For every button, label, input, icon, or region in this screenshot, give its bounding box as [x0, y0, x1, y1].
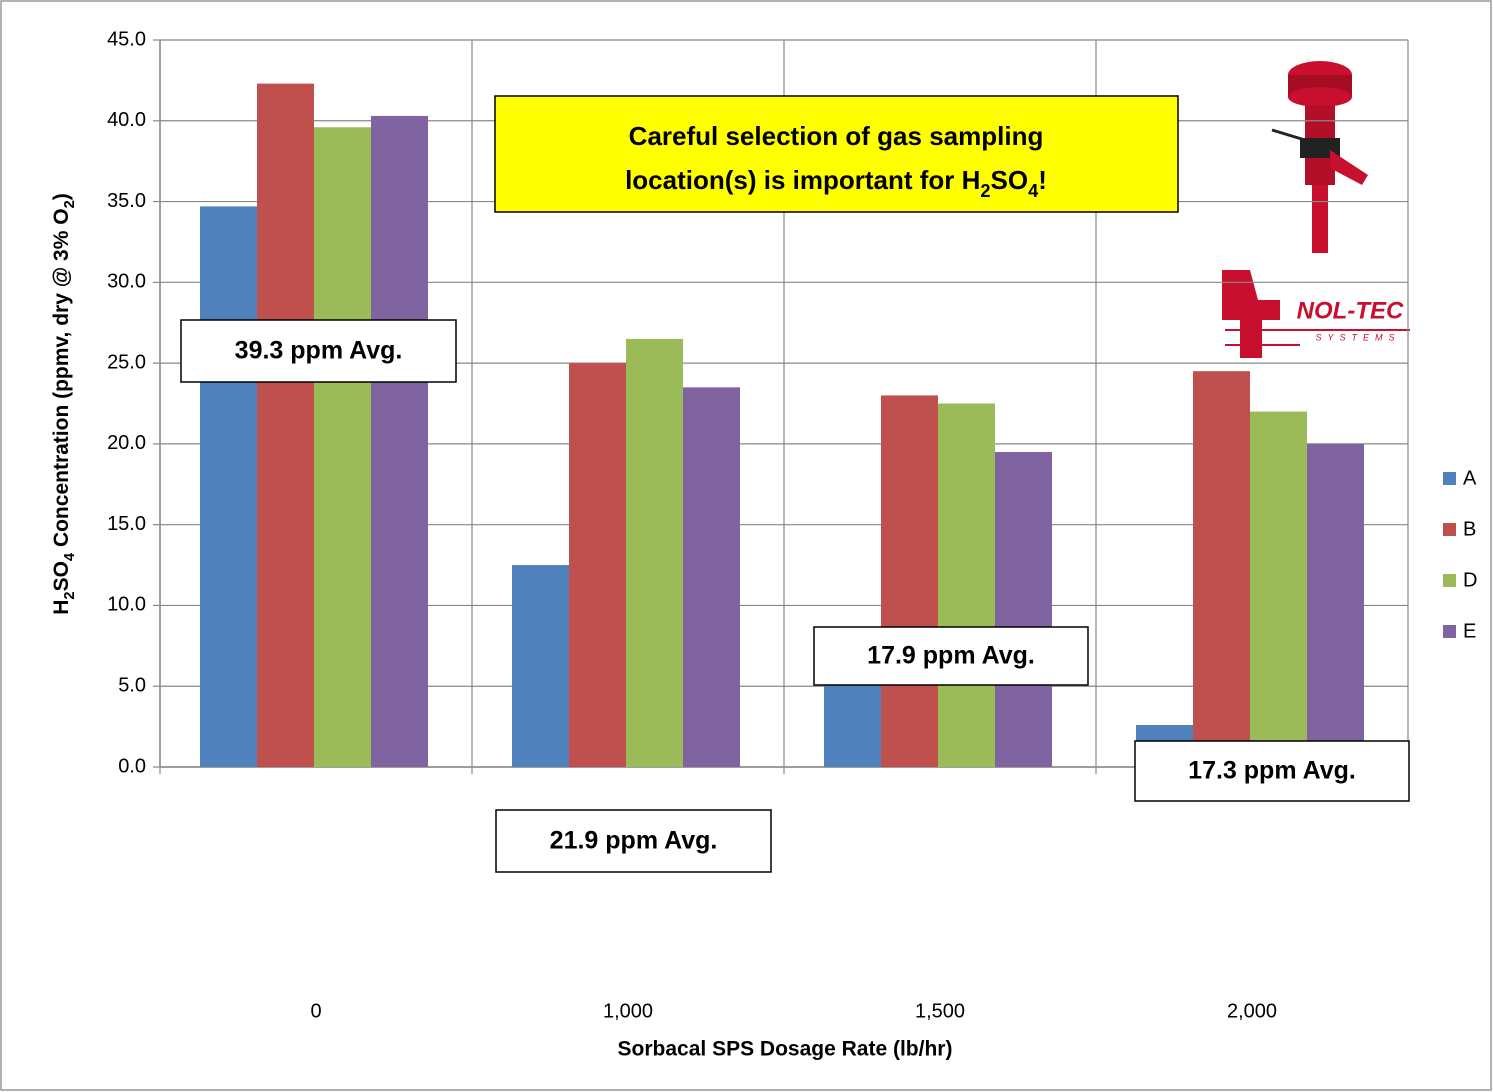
- x-tick-label: 1,000: [603, 1000, 653, 1022]
- bar: [314, 127, 371, 767]
- bar: [512, 565, 569, 767]
- bar: [257, 84, 314, 767]
- legend-label: D: [1463, 569, 1477, 591]
- legend-swatch: [1443, 523, 1456, 536]
- x-tick-label: 1,500: [915, 1000, 965, 1022]
- legend-label: B: [1463, 518, 1476, 540]
- y-tick-label: 15.0: [107, 513, 146, 535]
- bar: [881, 395, 938, 767]
- y-tick-label: 10.0: [107, 594, 146, 616]
- legend-swatch: [1443, 625, 1456, 638]
- y-tick-label: 45.0: [107, 28, 146, 50]
- legend-swatch: [1443, 472, 1456, 485]
- bar: [371, 116, 428, 767]
- x-axis-title: Sorbacal SPS Dosage Rate (lb/hr): [618, 1038, 953, 1061]
- average-label: 17.9 ppm Avg.: [867, 642, 1035, 670]
- legend-label: E: [1463, 620, 1476, 642]
- y-tick-label: 5.0: [118, 675, 146, 697]
- bar: [626, 339, 683, 767]
- x-tick-label: 2,000: [1227, 1000, 1277, 1022]
- bar: [683, 387, 740, 767]
- legend-label: A: [1463, 467, 1477, 489]
- bar: [938, 404, 995, 768]
- y-tick-label: 25.0: [107, 351, 146, 373]
- y-tick-label: 40.0: [107, 109, 146, 131]
- y-tick-label: 30.0: [107, 271, 146, 293]
- average-label: 17.3 ppm Avg.: [1188, 757, 1356, 785]
- bar: [995, 452, 1052, 767]
- y-tick-label: 35.0: [107, 190, 146, 212]
- average-label: 21.9 ppm Avg.: [550, 827, 718, 855]
- logo-subtitle: SYSTEMS: [1315, 332, 1400, 342]
- bar: [200, 206, 257, 767]
- y-tick-label: 0.0: [118, 755, 146, 777]
- x-tick-label: 0: [310, 1000, 321, 1022]
- logo-name: NOL-TEC: [1297, 297, 1404, 324]
- y-tick-label: 20.0: [107, 432, 146, 454]
- bar: [569, 363, 626, 767]
- annotation-text: Careful selection of gas sampling: [629, 121, 1044, 151]
- bar: [1193, 371, 1250, 767]
- legend-swatch: [1443, 574, 1456, 587]
- chart: NOL-TEC SYSTEMS 0.0 5.0 10.0 15.0 20.0 25.0 30.…: [0, 0, 1493, 1092]
- bar: [1250, 412, 1307, 767]
- average-label: 39.3 ppm Avg.: [235, 337, 403, 365]
- bar: [1307, 444, 1364, 767]
